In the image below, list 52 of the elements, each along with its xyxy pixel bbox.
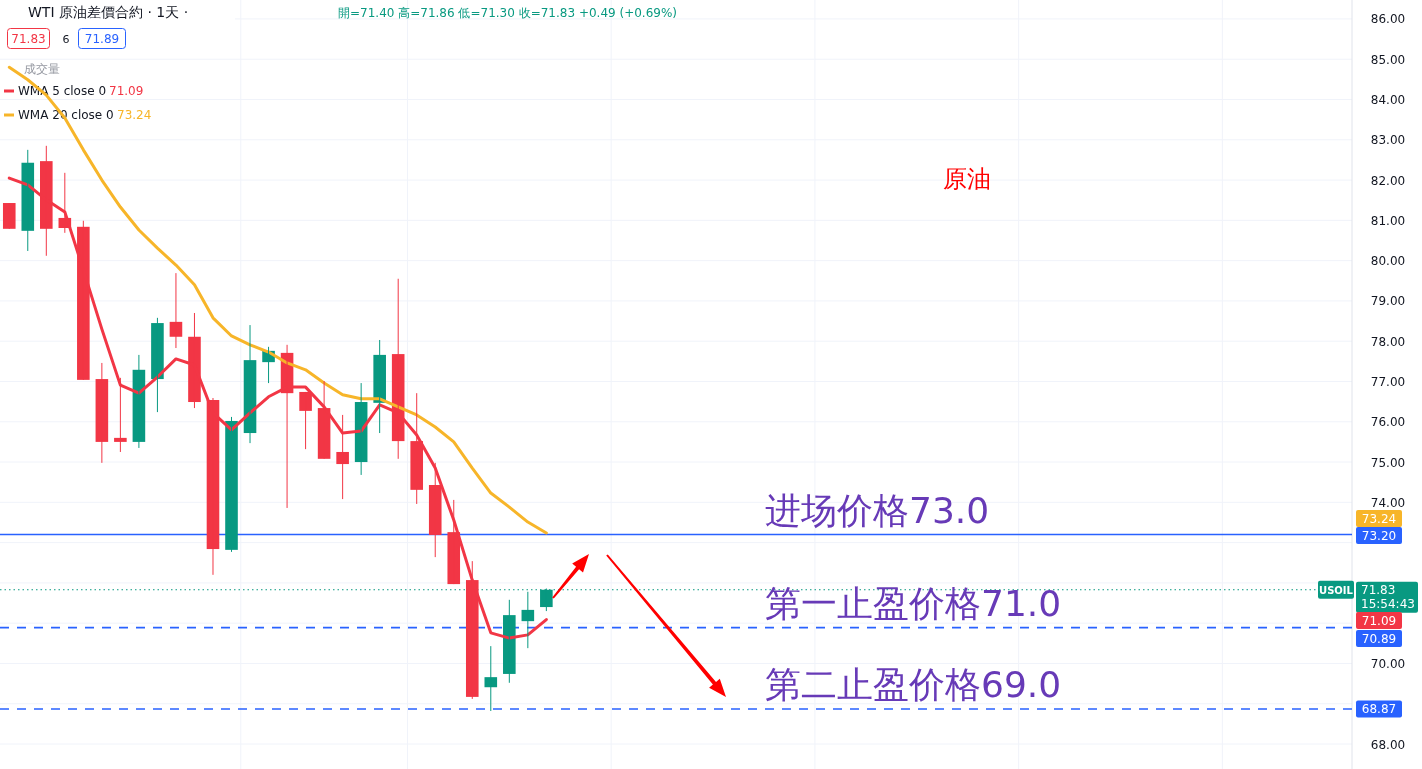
candlestick xyxy=(540,588,553,612)
y-tick-label: 84.00 xyxy=(1370,93,1406,107)
y-tick-label: 79.00 xyxy=(1370,294,1406,309)
y-tick-label: 68.00 xyxy=(1370,737,1406,752)
annotation: 71.89 xyxy=(84,32,120,46)
annotation: 73.24 xyxy=(117,108,152,122)
annotation: 6 xyxy=(62,33,70,46)
candlestick xyxy=(428,462,442,558)
candlestick xyxy=(336,414,349,500)
candlestick xyxy=(484,645,498,712)
y-tick-label: 82.00 xyxy=(1370,173,1406,188)
annotation: 第二止盈价格69.0 xyxy=(765,663,1062,705)
price-label: 71.09 xyxy=(1356,612,1402,630)
annotation: USOIL xyxy=(1319,584,1354,596)
y-tick-label: 77.00 xyxy=(1370,374,1406,389)
price-label: 73.24 xyxy=(1356,510,1402,528)
y-tick-label: 81.00 xyxy=(1370,213,1406,228)
y-tick-label: 85.00 xyxy=(1370,52,1406,67)
annotation: 第一止盈价格71.0 xyxy=(765,582,1062,624)
ref-line-label: 71.83 xyxy=(1361,583,1396,598)
y-tick-label: 70.00 xyxy=(1370,656,1406,671)
chart-title: WTI 原油差價合約 · 1天 · xyxy=(28,4,189,20)
ref-line-label: 73.20 xyxy=(1361,529,1397,544)
candlestick xyxy=(225,416,238,553)
price-label: 71.83 15:54:43 USOIL xyxy=(1318,580,1418,613)
candlestick xyxy=(151,317,164,413)
line-series xyxy=(7,65,548,535)
ref-line-label: 68.87 xyxy=(1361,702,1397,717)
candlestick xyxy=(2,202,16,230)
y-tick-label: 83.00 xyxy=(1370,133,1406,148)
annotation: 进场价格73.0 xyxy=(765,489,990,531)
annotation: 71.83 xyxy=(11,32,46,46)
annotation: 原油 xyxy=(943,165,991,193)
candlestick xyxy=(503,599,516,684)
y-tick-label: 80.00 xyxy=(1370,254,1406,269)
y-tick-label: 86.00 xyxy=(1370,12,1406,27)
candlestick xyxy=(447,499,461,585)
price-label: 68.87 xyxy=(1356,700,1402,718)
candlestick xyxy=(299,391,312,450)
y-tick-label: 78.00 xyxy=(1370,334,1406,349)
y-tick-label: 76.00 xyxy=(1370,415,1406,430)
y-tick-label: 74.00 xyxy=(1370,495,1406,510)
price-label: 70.89 xyxy=(1356,630,1402,648)
annotation: 成交量 xyxy=(24,62,60,76)
annotation: 71.09 xyxy=(109,84,144,98)
text: 開=71.40 高=71.86 低=71.30 收=71.83 +0.49 (+0.69%) xyxy=(338,6,678,20)
y-tick-label: 75.00 xyxy=(1370,455,1406,470)
candlestick xyxy=(21,149,35,252)
candlestick xyxy=(114,377,127,453)
candlestick xyxy=(410,392,424,505)
ref-line-label: 70.89 xyxy=(1361,632,1397,647)
price-label: 73.20 xyxy=(1356,527,1402,545)
